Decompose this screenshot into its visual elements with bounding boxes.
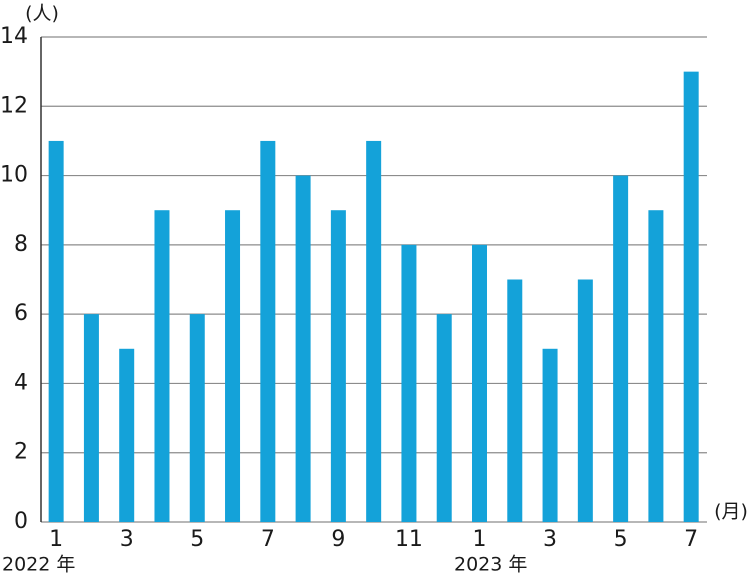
x-tick-label: 1: [473, 527, 487, 552]
bar: [401, 244, 417, 522]
x-tick-label: 5: [614, 527, 628, 552]
x-tick-label: 3: [543, 527, 557, 552]
bar: [225, 210, 241, 522]
bar: [366, 140, 382, 522]
bar: [119, 348, 135, 522]
bar: [189, 314, 205, 522]
bar: [260, 140, 276, 522]
y-tick-label: 0: [14, 509, 28, 534]
bar: [295, 175, 311, 523]
x-tick-label: 9: [331, 527, 345, 552]
y-tick-label: 10: [0, 163, 28, 188]
bar: [154, 210, 170, 522]
bar: [542, 348, 558, 522]
year-label: 2023 年: [454, 554, 527, 576]
y-tick-label: 14: [0, 24, 28, 49]
bar: [83, 314, 99, 522]
x-tick-label: 7: [684, 527, 698, 552]
bar: [436, 314, 452, 522]
x-tick-label: 1: [49, 527, 63, 552]
bar: [507, 279, 523, 522]
bar: [48, 140, 64, 522]
year-label: 2022 年: [2, 554, 75, 576]
bar: [648, 210, 664, 522]
y-tick-label: 2: [14, 440, 28, 465]
x-tick-label: 7: [261, 527, 275, 552]
y-tick-label: 12: [0, 93, 28, 118]
bar: [683, 71, 699, 523]
x-tick-label: 11: [395, 527, 423, 552]
y-tick-label: 6: [14, 301, 28, 326]
bar: [472, 244, 487, 522]
x-tick-label: 3: [120, 527, 134, 552]
y-tick-label: 8: [14, 232, 28, 257]
y-tick-label: 4: [14, 370, 28, 395]
x-unit: (月): [714, 501, 748, 523]
y-unit: (人): [25, 3, 59, 25]
x-tick-label: 5: [190, 527, 204, 552]
bar: [577, 279, 593, 522]
bar: [613, 175, 629, 523]
bar: [330, 210, 346, 522]
